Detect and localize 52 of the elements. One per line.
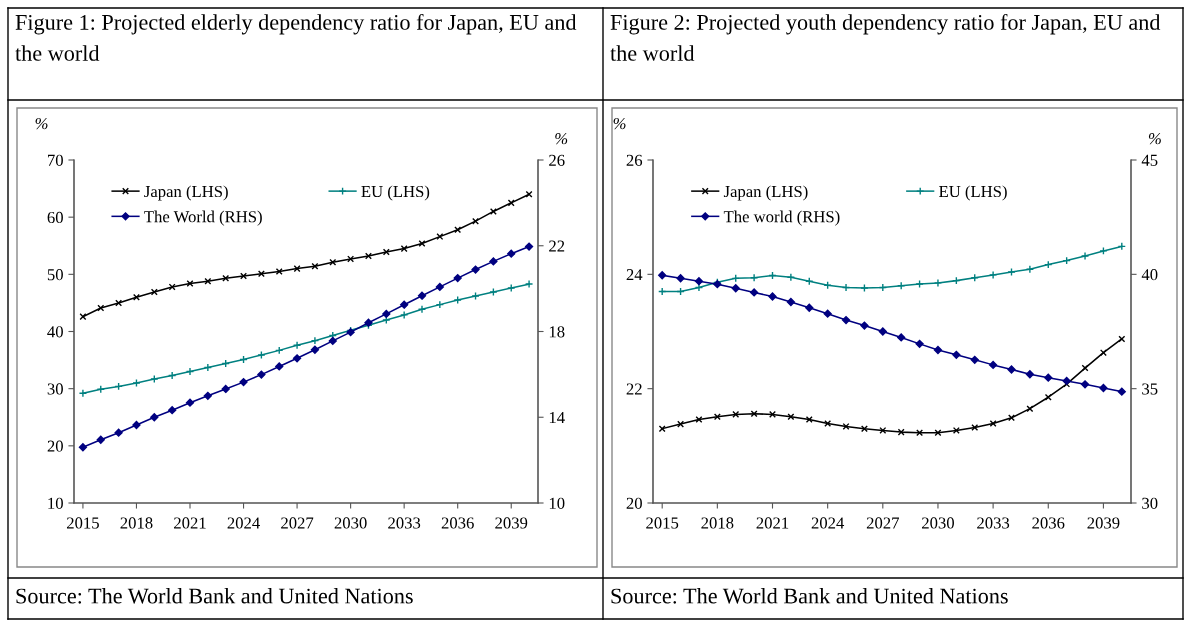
y-tick-label: 50 [47,269,63,281]
x-tick-label: 2030 [922,517,954,529]
x-tick-label: 2036 [441,517,474,529]
x-tick-label: 2024 [227,517,260,529]
y2-tick-label: 45 [1141,154,1158,166]
y2-tick-label: 35 [1142,383,1158,395]
y2-tick-label: 14 [549,412,565,424]
y2-tick-label: 18 [549,326,565,338]
y2-tick-label: 10 [549,497,565,509]
y-tick-label: 10 [48,497,63,509]
legend-label: EU (LHS) [361,185,430,201]
source-note: Source: The World Bank and United Nations [16,587,413,604]
x-tick-label: 2027 [281,517,314,529]
y-tick-label: 30 [47,383,63,395]
x-tick-label: 2015 [646,517,679,529]
legend-label: The world (RHS) [723,210,840,226]
source-note: Source: The World Bank and United Nations [611,587,1008,604]
y-axis-title: % [35,117,48,130]
x-tick-label: 2021 [174,517,206,529]
x-tick-label: 2018 [120,517,153,529]
x-tick-label: 2033 [977,517,1010,529]
y-axis-title: % [613,117,626,130]
y-tick-label: 20 [626,497,642,509]
chart-title: Figure 1: Projected elderly dependency ratio for Japan, EU and the world [15,14,577,61]
y2-axis-title: % [1148,133,1161,145]
x-tick-label: 2015 [66,517,99,529]
y2-tick-label: 26 [549,154,565,166]
y2-tick-label: 30 [1142,497,1158,509]
legend-label: EU (LHS) [939,185,1007,201]
x-tick-label: 2039 [495,517,528,529]
legend-label: Japan (LHS) [723,185,808,201]
y-tick-label: 70 [48,154,63,166]
x-tick-label: 2030 [334,517,367,529]
x-tick-label: 2018 [701,517,734,529]
legend-label: The World (RHS) [144,210,262,226]
legend-label: Japan (LHS) [144,185,228,201]
y-tick-label: 24 [626,269,643,281]
y2-axis-title: % [555,133,568,145]
x-tick-label: 2024 [811,517,845,529]
x-tick-label: 2036 [1032,517,1065,529]
y-tick-label: 40 [47,326,63,338]
x-tick-label: 2021 [756,517,789,529]
y-tick-label: 26 [626,154,643,166]
x-tick-label: 2027 [866,517,899,529]
y-tick-label: 22 [626,383,642,395]
x-tick-label: 2039 [1087,517,1120,529]
x-tick-label: 2033 [388,517,421,529]
chart-title: Figure 2: Projected youth dependency ratio for Japan, EU and the world [610,14,1161,61]
y2-tick-label: 40 [1141,269,1158,281]
y-tick-label: 20 [47,440,63,452]
y-tick-label: 60 [47,211,63,224]
y2-tick-label: 22 [549,240,565,252]
